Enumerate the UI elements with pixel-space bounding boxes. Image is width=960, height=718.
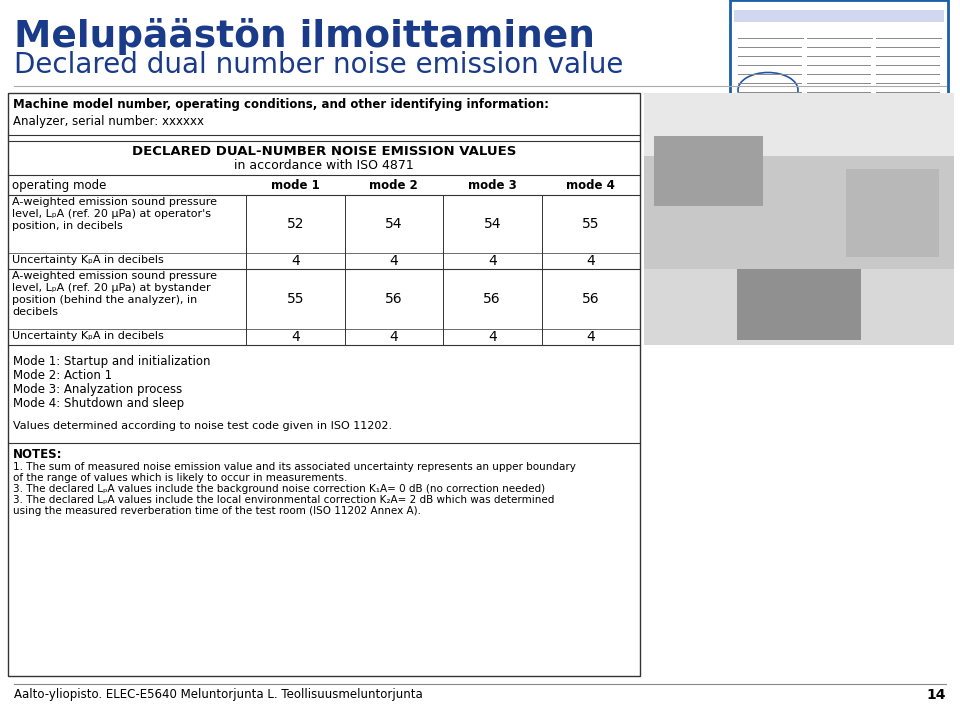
Text: Mode 3: Analyzation process: Mode 3: Analyzation process: [13, 383, 182, 396]
Text: Mode 2: Action 1: Mode 2: Action 1: [13, 369, 112, 382]
Text: position (behind the analyzer), in: position (behind the analyzer), in: [12, 295, 197, 305]
Bar: [644, 156, 954, 269]
Text: mode 1: mode 1: [271, 179, 320, 192]
Bar: [846, 169, 939, 257]
Text: Aalto-yliopisto. ELEC-E5640 Meluntorjunta L. Teollisuusmeluntorjunta: Aalto-yliopisto. ELEC-E5640 Meluntorjunt…: [14, 688, 422, 701]
Text: Uncertainty KₚA in decibels: Uncertainty KₚA in decibels: [12, 255, 164, 265]
Text: level, LₚA (ref. 20 μPa) at operator's: level, LₚA (ref. 20 μPa) at operator's: [12, 209, 211, 219]
Text: Machine model number, operating conditions, and other identifying information:: Machine model number, operating conditio…: [13, 98, 549, 111]
Text: 4: 4: [390, 254, 398, 268]
Text: position, in decibels: position, in decibels: [12, 221, 123, 231]
Text: in accordance with ISO 4871: in accordance with ISO 4871: [234, 159, 414, 172]
Text: Analyzer, serial number: xxxxxx: Analyzer, serial number: xxxxxx: [13, 115, 204, 128]
Bar: [734, 10, 944, 22]
Text: using the measured reverberation time of the test room (ISO 11202 Annex A).: using the measured reverberation time of…: [13, 506, 421, 516]
Text: mode 2: mode 2: [370, 179, 419, 192]
Text: operating mode: operating mode: [12, 179, 107, 192]
Text: mode 4: mode 4: [566, 179, 615, 192]
Text: 4: 4: [291, 254, 300, 268]
Text: of the range of values which is likely to occur in measurements.: of the range of values which is likely t…: [13, 473, 348, 483]
Bar: [644, 93, 954, 345]
Text: 56: 56: [484, 292, 501, 306]
Text: A-weighted emission sound pressure: A-weighted emission sound pressure: [12, 271, 217, 281]
Text: 55: 55: [582, 217, 599, 231]
Text: 55: 55: [286, 292, 304, 306]
Text: A-weighted emission sound pressure: A-weighted emission sound pressure: [12, 197, 217, 207]
Bar: [8, 93, 640, 676]
Text: Uncertainty KₚA in decibels: Uncertainty KₚA in decibels: [12, 331, 164, 341]
Text: 54: 54: [484, 217, 501, 231]
Text: 4: 4: [291, 330, 300, 344]
Text: NOTES:: NOTES:: [13, 448, 62, 461]
Text: Mode 1: Startup and initialization: Mode 1: Startup and initialization: [13, 355, 210, 368]
Text: 54: 54: [385, 217, 402, 231]
Text: 1. The sum of measured noise emission value and its associated uncertainty repre: 1. The sum of measured noise emission va…: [13, 462, 576, 472]
Text: 4: 4: [587, 330, 595, 344]
Text: 4: 4: [488, 254, 496, 268]
Text: 14: 14: [926, 688, 946, 702]
Text: Mode 4: Shutdown and sleep: Mode 4: Shutdown and sleep: [13, 397, 184, 410]
Text: DECLARED DUAL-NUMBER NOISE EMISSION VALUES: DECLARED DUAL-NUMBER NOISE EMISSION VALU…: [132, 145, 516, 158]
Text: Values determined according to noise test code given in ISO 11202.: Values determined according to noise tes…: [13, 421, 392, 431]
Text: 56: 56: [385, 292, 402, 306]
Text: mode 3: mode 3: [468, 179, 516, 192]
Text: 3. The declared LₚA values include the background noise correction K₁A= 0 dB (no: 3. The declared LₚA values include the b…: [13, 484, 545, 494]
Text: Declared dual number noise emission value: Declared dual number noise emission valu…: [14, 51, 623, 79]
Text: level, LₚA (ref. 20 μPa) at bystander: level, LₚA (ref. 20 μPa) at bystander: [12, 283, 210, 293]
Text: 56: 56: [582, 292, 600, 306]
Bar: [737, 269, 861, 340]
Text: 4: 4: [488, 330, 496, 344]
Bar: [654, 136, 762, 206]
Text: 3. The declared LₚA values include the local environmental correction K₂A= 2 dB : 3. The declared LₚA values include the l…: [13, 495, 554, 505]
Text: Melupäästön ilmoittaminen: Melupäästön ilmoittaminen: [14, 18, 595, 55]
Bar: [730, 0, 948, 112]
Text: 4: 4: [390, 330, 398, 344]
Text: 52: 52: [286, 217, 304, 231]
Text: 4: 4: [587, 254, 595, 268]
Bar: [644, 93, 954, 156]
Text: decibels: decibels: [12, 307, 58, 317]
